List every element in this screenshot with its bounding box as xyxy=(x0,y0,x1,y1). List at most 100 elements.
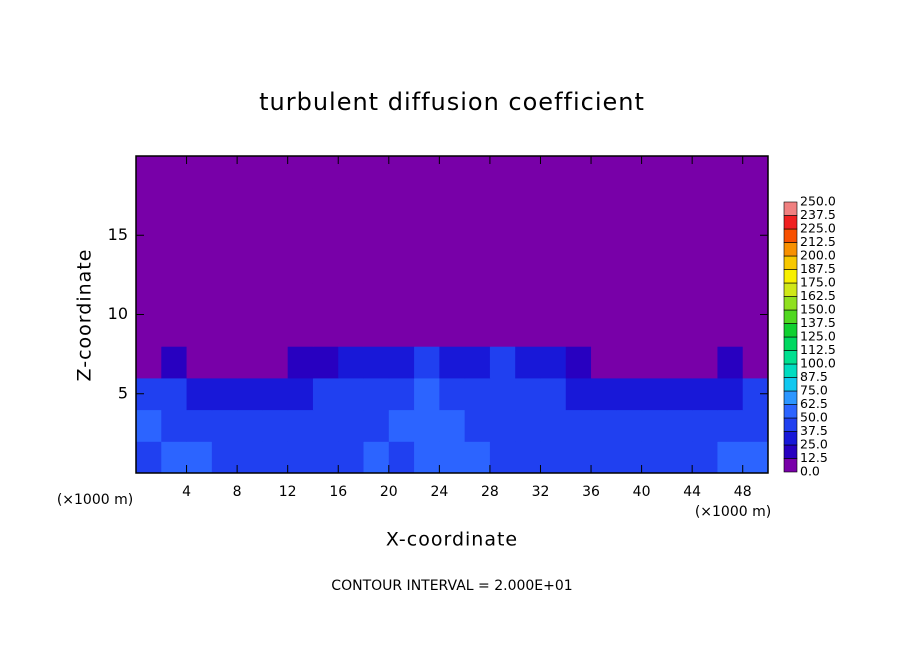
colorbar-swatch xyxy=(783,350,798,365)
heat-cell xyxy=(312,346,339,379)
heat-cell xyxy=(262,377,289,411)
heat-cell xyxy=(414,251,440,284)
y-unit-label: (×1000 m) xyxy=(57,492,133,508)
y-axis-label: Z-coordinate xyxy=(74,249,96,382)
heat-cell xyxy=(666,314,693,347)
heat-cell xyxy=(641,251,668,284)
heat-cell xyxy=(742,409,769,442)
heat-cell xyxy=(237,346,263,379)
heat-cell xyxy=(161,156,188,189)
heat-cell xyxy=(161,187,188,220)
y-tick-label: 5 xyxy=(118,383,128,402)
heat-cell xyxy=(287,409,314,442)
heat-cell xyxy=(312,219,339,252)
heat-cell xyxy=(591,346,617,379)
colorbar-label: 25.0 xyxy=(800,437,828,452)
heat-cell xyxy=(489,377,516,411)
colorbar-swatch xyxy=(783,282,798,297)
heat-cell xyxy=(489,409,516,442)
heat-cell xyxy=(287,346,314,379)
colorbar-swatch xyxy=(783,363,798,378)
heat-cell xyxy=(717,251,744,284)
heat-cell xyxy=(616,409,643,442)
heat-cell xyxy=(742,282,769,315)
heat-cell xyxy=(515,377,541,411)
heat-cell xyxy=(616,346,643,379)
colorbar-label: 75.0 xyxy=(800,383,828,398)
heat-cell xyxy=(591,251,617,284)
x-axis-label: X-coordinate xyxy=(386,529,518,551)
heat-cell xyxy=(692,187,718,220)
heat-cell xyxy=(742,314,769,347)
heat-cell xyxy=(414,219,440,252)
heat-cell xyxy=(211,377,238,411)
heat-cell xyxy=(489,156,516,189)
heat-cell xyxy=(161,346,188,379)
heat-cell xyxy=(489,346,516,379)
heat-cell xyxy=(515,314,541,347)
heat-cell xyxy=(136,251,162,284)
colorbar-swatch xyxy=(783,201,798,216)
x-tick-label: 36 xyxy=(582,484,600,500)
heat-cell xyxy=(591,219,617,252)
heat-cell xyxy=(211,251,238,284)
heat-cell xyxy=(540,314,567,347)
heat-cell xyxy=(742,187,769,220)
heat-cell xyxy=(388,314,415,347)
heat-cell xyxy=(641,187,668,220)
heat-cell xyxy=(464,377,491,411)
heat-cell xyxy=(565,251,592,284)
heat-cell xyxy=(186,156,213,189)
heat-cell xyxy=(338,282,365,315)
heat-cell xyxy=(262,282,289,315)
x-tick-label: 16 xyxy=(329,484,347,500)
heat-cell xyxy=(591,441,617,474)
heat-cell xyxy=(186,282,213,315)
heat-cell xyxy=(616,441,643,474)
heat-cell xyxy=(439,187,466,220)
heat-cell xyxy=(489,187,516,220)
heat-cell xyxy=(692,314,718,347)
heat-cell xyxy=(565,219,592,252)
x-tick-label: 24 xyxy=(430,484,448,500)
heat-cell xyxy=(414,187,440,220)
heat-cell xyxy=(388,441,415,474)
heat-cell xyxy=(692,219,718,252)
heat-cell xyxy=(338,346,365,379)
heat-cell xyxy=(211,282,238,315)
heat-cell xyxy=(515,346,541,379)
heat-cell xyxy=(565,441,592,474)
colorbar-swatch xyxy=(783,336,798,351)
colorbar-swatch xyxy=(783,431,798,446)
heat-cell xyxy=(616,156,643,189)
heat-cell xyxy=(565,156,592,189)
heat-cell xyxy=(161,282,188,315)
heat-cell xyxy=(439,377,466,411)
heat-cell xyxy=(287,282,314,315)
x-tick-label: 48 xyxy=(734,484,752,500)
heat-cell xyxy=(136,441,162,474)
colorbar-swatch xyxy=(783,323,798,338)
heat-cell xyxy=(464,156,491,189)
heat-cell xyxy=(388,219,415,252)
heat-cell xyxy=(641,441,668,474)
heat-cell xyxy=(591,409,617,442)
heat-cell xyxy=(641,219,668,252)
heat-cell xyxy=(439,409,466,442)
heat-cell xyxy=(287,314,314,347)
heat-cell xyxy=(616,251,643,284)
colorbar-label: 0.0 xyxy=(800,464,820,479)
heat-cell xyxy=(161,441,188,474)
heat-cell xyxy=(464,346,491,379)
heat-cell xyxy=(338,219,365,252)
heat-cell xyxy=(692,377,718,411)
heat-cell xyxy=(616,187,643,220)
heat-cell xyxy=(338,314,365,347)
heat-cell xyxy=(439,314,466,347)
heat-cell xyxy=(161,219,188,252)
colorbar-swatch xyxy=(783,215,798,230)
heat-cell xyxy=(641,282,668,315)
heat-cell xyxy=(262,251,289,284)
heat-cell xyxy=(388,377,415,411)
heat-cell xyxy=(237,156,263,189)
